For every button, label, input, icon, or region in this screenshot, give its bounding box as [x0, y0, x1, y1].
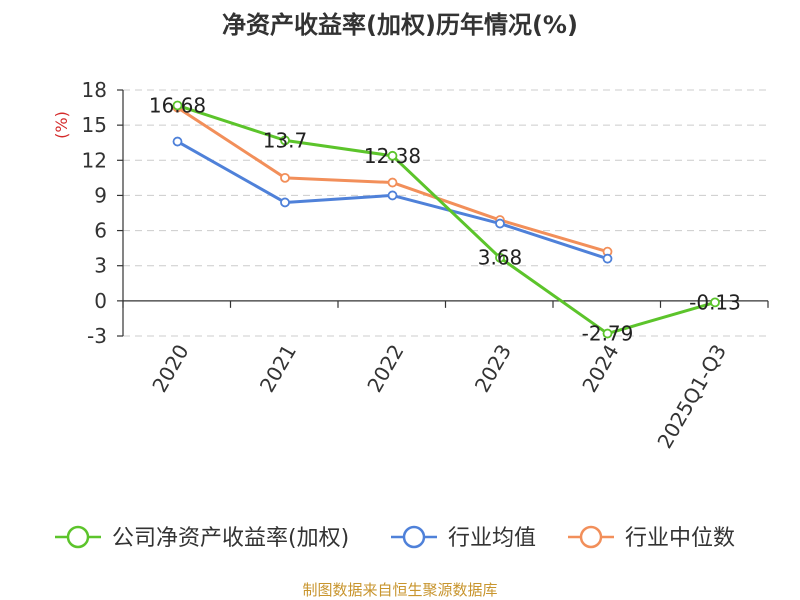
y-axis-unit-label: (%)	[52, 111, 71, 139]
data-label: 16.68	[149, 93, 206, 117]
legend-item: 行业中位数	[568, 525, 735, 551]
x-tick-label: 2023	[470, 340, 516, 396]
x-tick-label: 2025Q1-Q3	[652, 340, 731, 452]
legend-label: 行业中位数	[625, 526, 735, 551]
series-point	[387, 177, 398, 188]
data-label: 13.7	[263, 128, 308, 152]
series-point	[602, 328, 613, 339]
series-point	[172, 100, 183, 111]
data-label: -0.13	[689, 290, 741, 314]
x-tick-label: 2021	[255, 340, 301, 396]
legend-item: 行业均值	[391, 525, 536, 551]
y-tick-label: 12	[82, 148, 107, 172]
series-line	[177, 104, 716, 336]
y-tick-label: 6	[94, 219, 107, 243]
x-tick-label: 2024	[577, 340, 623, 396]
legend-label: 公司净资产收益率(加权)	[112, 526, 349, 551]
series-point	[280, 172, 290, 183]
series-point	[387, 150, 398, 161]
x-tick-label: 2022	[362, 340, 408, 396]
y-tick-label: -3	[87, 324, 107, 348]
y-tick-label: 3	[94, 254, 107, 278]
series-point	[387, 190, 398, 201]
data-label: 3.68	[478, 246, 523, 270]
data-labels: 16.68 13.7 12.38 3.68 -2.79 -0.13	[149, 93, 741, 345]
data-source-note: 制图数据来自恒生聚源数据库	[302, 581, 497, 599]
series-lines	[172, 100, 720, 339]
series-point	[280, 135, 290, 146]
legend-marker	[579, 525, 603, 549]
series-point	[602, 253, 613, 264]
chart-title: 净资产收益率(加权)历年情况(%)	[222, 11, 578, 39]
legend-item: 公司净资产收益率(加权)	[55, 525, 349, 551]
data-label: 12.38	[364, 144, 421, 168]
legend-marker	[402, 525, 426, 549]
x-tick-label: 2020	[147, 340, 193, 396]
series-point	[172, 136, 183, 147]
y-tick-label: 0	[94, 289, 107, 313]
series-point	[495, 252, 505, 263]
series-point	[495, 218, 505, 229]
legend: 公司净资产收益率(加权) 行业均值 行业中位数	[55, 525, 735, 551]
y-tick-label: 18	[82, 78, 107, 102]
gridlines	[123, 89, 768, 337]
legend-label: 行业均值	[448, 526, 536, 551]
y-tick-label: 9	[94, 183, 107, 207]
data-label: -2.79	[582, 322, 634, 346]
y-tick-label: 15	[82, 113, 107, 137]
series-point	[710, 297, 720, 308]
legend-marker	[66, 525, 90, 549]
series-point	[280, 197, 290, 208]
